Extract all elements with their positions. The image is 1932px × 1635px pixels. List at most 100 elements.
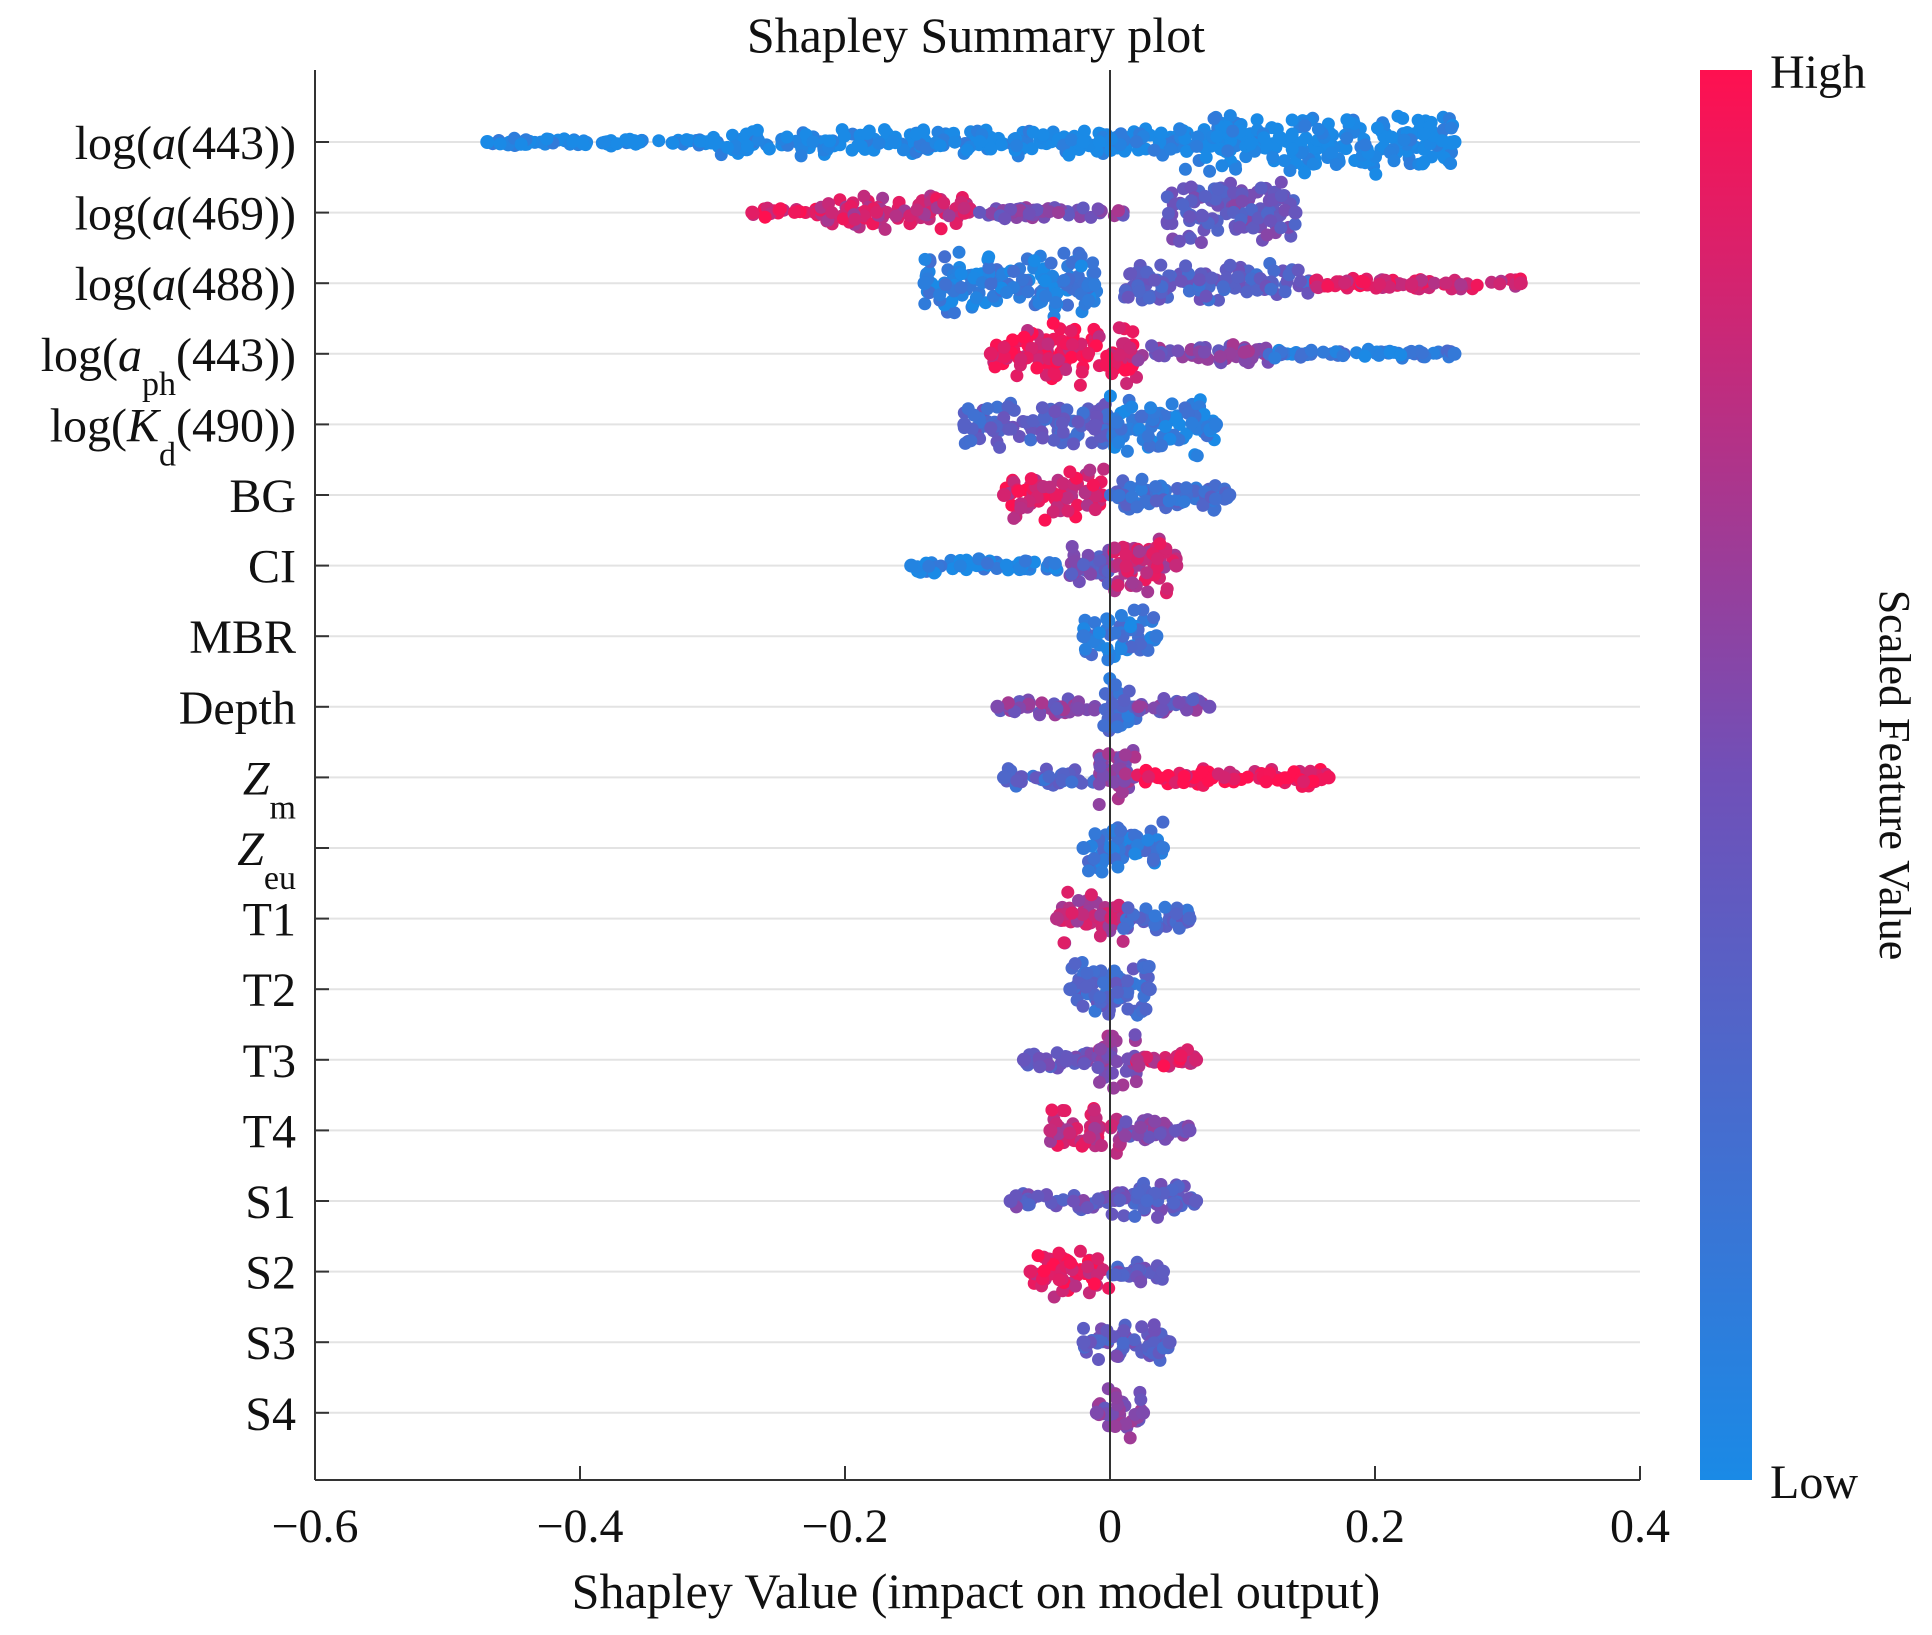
- shap-point: [997, 411, 1011, 425]
- shap-point: [1024, 433, 1038, 447]
- shap-point: [1174, 1049, 1188, 1063]
- shap-point: [1157, 692, 1171, 705]
- shap-point: [1140, 566, 1154, 580]
- shap-point: [1298, 166, 1312, 180]
- shap-point: [1274, 189, 1288, 203]
- shap-point: [1065, 567, 1079, 581]
- shap-point: [1254, 181, 1268, 195]
- shap-point: [1012, 484, 1025, 498]
- shap-point: [909, 127, 923, 141]
- shap-point: [1041, 337, 1055, 351]
- shap-point: [1068, 957, 1082, 971]
- shap-point: [1116, 1336, 1130, 1350]
- shap-point: [1158, 900, 1172, 914]
- shap-point: [1278, 285, 1292, 299]
- shap-point: [1142, 960, 1156, 973]
- shap-point: [1120, 377, 1134, 390]
- shap-point: [1147, 1318, 1161, 1332]
- feature-beeswarm-8: [990, 672, 1217, 738]
- shap-point: [1097, 719, 1111, 733]
- shap-point: [1179, 481, 1193, 495]
- shap-point: [1121, 290, 1135, 304]
- shap-point: [1055, 416, 1069, 430]
- shap-point: [1128, 1028, 1142, 1042]
- shap-point: [740, 139, 754, 153]
- shap-point: [1071, 701, 1085, 715]
- shap-point: [1207, 503, 1221, 517]
- shap-point: [1260, 228, 1274, 242]
- shap-point: [1140, 265, 1154, 279]
- shap-point: [1243, 137, 1257, 151]
- shap-point: [1052, 1273, 1066, 1287]
- shap-point: [1076, 201, 1090, 215]
- shap-point: [1155, 439, 1168, 453]
- shap-point: [1100, 642, 1114, 656]
- shap-point: [1111, 860, 1125, 874]
- shap-point: [1223, 347, 1237, 361]
- shap-point: [1196, 209, 1210, 223]
- shap-point: [1493, 277, 1507, 291]
- shap-point: [1148, 909, 1162, 923]
- shap-point: [1120, 444, 1134, 458]
- shap-point: [1147, 852, 1160, 866]
- shap-point: [1112, 489, 1126, 502]
- shap-point: [1142, 291, 1156, 305]
- shap-point: [1094, 1042, 1107, 1056]
- shap-point: [1102, 747, 1116, 761]
- shap-point: [1358, 349, 1372, 363]
- shap-point: [1022, 207, 1036, 221]
- shap-point: [1215, 159, 1229, 173]
- shap-point: [1127, 603, 1141, 617]
- shap-point: [1266, 151, 1280, 164]
- shap-point: [1076, 135, 1090, 149]
- shap-point: [980, 556, 994, 570]
- shap-point: [1144, 401, 1158, 415]
- shap-point: [848, 212, 862, 226]
- shap-point: [1050, 702, 1064, 716]
- shap-point: [1092, 626, 1106, 640]
- shap-point: [1112, 436, 1125, 449]
- shap-point: [1199, 289, 1213, 303]
- shap-point: [878, 222, 892, 236]
- shap-point: [1105, 1066, 1119, 1080]
- shap-point: [1088, 616, 1102, 630]
- shap-point: [806, 135, 820, 149]
- shap-point: [1147, 611, 1161, 625]
- shap-point: [1121, 901, 1135, 915]
- shap-point: [1139, 1002, 1153, 1016]
- shap-point: [973, 135, 987, 148]
- shap-point: [1026, 414, 1040, 428]
- feature-label-8: Depth: [179, 682, 296, 735]
- shap-point: [780, 130, 794, 144]
- shap-point: [1015, 273, 1029, 287]
- feature-beeswarm-10: [1076, 815, 1170, 879]
- shap-point: [981, 402, 994, 416]
- shap-point: [1132, 285, 1146, 298]
- feature-beeswarm-18: [1089, 1382, 1151, 1445]
- feature-beeswarm-9: [997, 744, 1336, 811]
- shap-point: [904, 558, 919, 573]
- shap-point: [1092, 798, 1106, 811]
- shap-point: [1065, 775, 1079, 789]
- shap-point: [1118, 1129, 1132, 1143]
- shap-point: [1008, 705, 1022, 719]
- shap-point: [910, 203, 924, 217]
- shap-point: [1036, 431, 1050, 445]
- shap-point: [1072, 894, 1085, 907]
- shap-point: [1231, 270, 1245, 284]
- feature-beeswarm-2: [917, 245, 1528, 324]
- shap-point: [1088, 266, 1102, 280]
- shap-point: [1321, 279, 1335, 293]
- shap-point: [933, 288, 947, 302]
- feature-label-15: S1: [245, 1176, 296, 1229]
- shap-point: [1080, 1201, 1094, 1215]
- shap-point: [1045, 1103, 1059, 1117]
- x-tick-label: 0: [1098, 1500, 1122, 1553]
- shap-point: [1121, 1002, 1135, 1016]
- feature-label-11: T1: [243, 894, 296, 947]
- shap-point: [1006, 333, 1020, 347]
- shap-point: [721, 140, 734, 154]
- shap-point: [794, 149, 808, 163]
- shap-point: [1131, 1186, 1145, 1200]
- shap-point: [480, 135, 495, 149]
